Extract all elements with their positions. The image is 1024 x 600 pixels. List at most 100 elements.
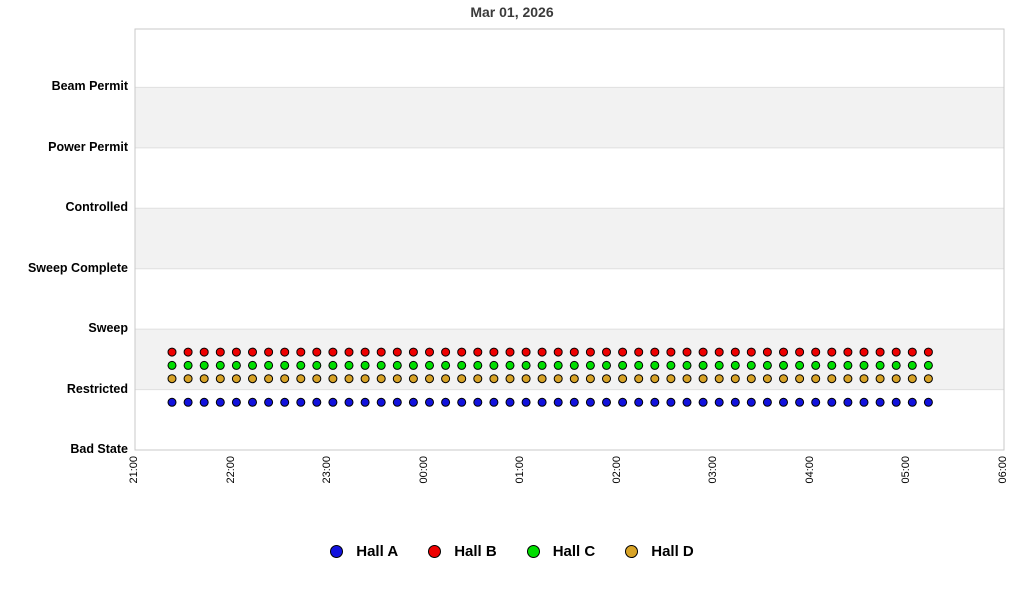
data-point-hall-a <box>553 397 563 407</box>
data-point-hall-c <box>505 360 515 370</box>
data-point-hall-b <box>698 347 708 357</box>
hall-c-dot-icon <box>526 545 540 558</box>
data-point-hall-c <box>183 360 193 370</box>
data-point-hall-d <box>634 374 644 384</box>
data-point-hall-c <box>264 360 274 370</box>
data-point-hall-a <box>875 397 885 407</box>
data-point-hall-d <box>730 374 740 384</box>
data-point-hall-b <box>215 347 225 357</box>
data-point-hall-a <box>682 397 692 407</box>
data-point-hall-b <box>875 347 885 357</box>
data-point-hall-c <box>167 360 177 370</box>
data-point-hall-a <box>312 397 322 407</box>
data-point-hall-a <box>248 397 257 407</box>
data-point-hall-b <box>167 347 177 357</box>
data-point-hall-b <box>521 347 531 357</box>
data-point-hall-b <box>312 347 322 357</box>
x-tick-label: 22:00 <box>225 456 237 484</box>
data-point-hall-b <box>602 347 611 357</box>
data-point-hall-c <box>312 360 322 370</box>
data-point-hall-b <box>296 347 306 357</box>
data-point-hall-c <box>441 360 451 370</box>
data-point-hall-b <box>714 347 724 357</box>
data-point-hall-b <box>859 347 869 357</box>
data-point-hall-d <box>441 374 451 384</box>
data-point-hall-a <box>392 397 402 407</box>
data-point-hall-a <box>457 397 467 407</box>
y-label-controlled: Controlled <box>65 200 129 214</box>
data-point-hall-c <box>328 360 338 370</box>
data-point-hall-d <box>183 374 193 384</box>
data-point-hall-b <box>923 347 933 357</box>
data-point-hall-c <box>811 360 821 370</box>
data-point-hall-d <box>280 374 290 384</box>
data-point-hall-b <box>328 347 338 357</box>
data-point-hall-a <box>280 397 290 407</box>
data-point-hall-d <box>167 374 177 384</box>
data-point-hall-a <box>215 397 225 407</box>
x-tick-label: 06:00 <box>997 456 1009 484</box>
data-point-hall-a <box>923 397 933 407</box>
data-point-hall-d <box>746 374 756 384</box>
data-point-hall-d <box>618 374 628 384</box>
data-point-hall-d <box>473 374 483 384</box>
data-point-hall-c <box>602 360 611 370</box>
data-point-hall-a <box>521 397 531 407</box>
data-point-hall-a <box>730 397 740 407</box>
data-point-hall-a <box>360 397 370 407</box>
data-point-hall-d <box>344 374 354 384</box>
data-point-hall-a <box>473 397 483 407</box>
data-point-hall-d <box>296 374 306 384</box>
data-point-hall-c <box>215 360 225 370</box>
data-point-hall-b <box>666 347 676 357</box>
data-point-hall-d <box>650 374 660 384</box>
data-point-hall-a <box>891 397 901 407</box>
data-point-hall-a <box>907 397 917 407</box>
data-point-hall-a <box>618 397 628 407</box>
grid-band <box>135 329 1004 390</box>
data-point-hall-b <box>634 347 644 357</box>
data-point-hall-b <box>392 347 402 357</box>
data-point-hall-a <box>811 397 821 407</box>
data-point-hall-c <box>248 360 257 370</box>
data-point-hall-b <box>779 347 788 357</box>
data-point-hall-d <box>521 374 531 384</box>
data-point-hall-d <box>360 374 370 384</box>
data-point-hall-c <box>280 360 290 370</box>
data-point-hall-a <box>425 397 434 407</box>
data-point-hall-a <box>505 397 515 407</box>
data-point-hall-b <box>569 347 579 357</box>
data-point-hall-a <box>634 397 644 407</box>
legend-label: Hall A <box>356 543 399 560</box>
legend-item-hall-a: Hall A <box>330 543 398 560</box>
data-point-hall-c <box>682 360 692 370</box>
x-tick-label: 02:00 <box>611 456 623 484</box>
data-point-hall-c <box>473 360 483 370</box>
data-point-hall-a <box>441 397 451 407</box>
data-point-hall-d <box>762 374 772 384</box>
y-label-beam-permit: Beam Permit <box>51 79 128 93</box>
data-point-hall-c <box>666 360 676 370</box>
data-point-hall-d <box>264 374 274 384</box>
data-point-hall-c <box>553 360 563 370</box>
data-point-hall-b <box>843 347 853 357</box>
data-point-hall-b <box>473 347 483 357</box>
x-tick-label: 04:00 <box>804 456 816 484</box>
data-point-hall-c <box>199 360 209 370</box>
data-point-hall-d <box>714 374 724 384</box>
data-point-hall-d <box>537 374 547 384</box>
data-point-hall-b <box>682 347 692 357</box>
data-point-hall-a <box>859 397 869 407</box>
grid-band <box>135 208 1004 269</box>
data-point-hall-c <box>827 360 837 370</box>
data-point-hall-a <box>328 397 338 407</box>
hall-b-dot-icon <box>428 545 442 558</box>
data-point-hall-d <box>875 374 885 384</box>
data-point-hall-d <box>569 374 579 384</box>
data-point-hall-d <box>457 374 467 384</box>
data-point-hall-b <box>907 347 917 357</box>
y-label-sweep: Sweep <box>88 321 128 335</box>
data-point-hall-a <box>843 397 853 407</box>
data-point-hall-d <box>328 374 338 384</box>
